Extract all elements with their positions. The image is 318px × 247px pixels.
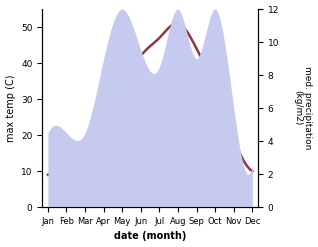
Y-axis label: max temp (C): max temp (C) [5,74,16,142]
Y-axis label: med. precipitation
(kg/m2): med. precipitation (kg/m2) [293,66,313,150]
X-axis label: date (month): date (month) [114,231,186,242]
